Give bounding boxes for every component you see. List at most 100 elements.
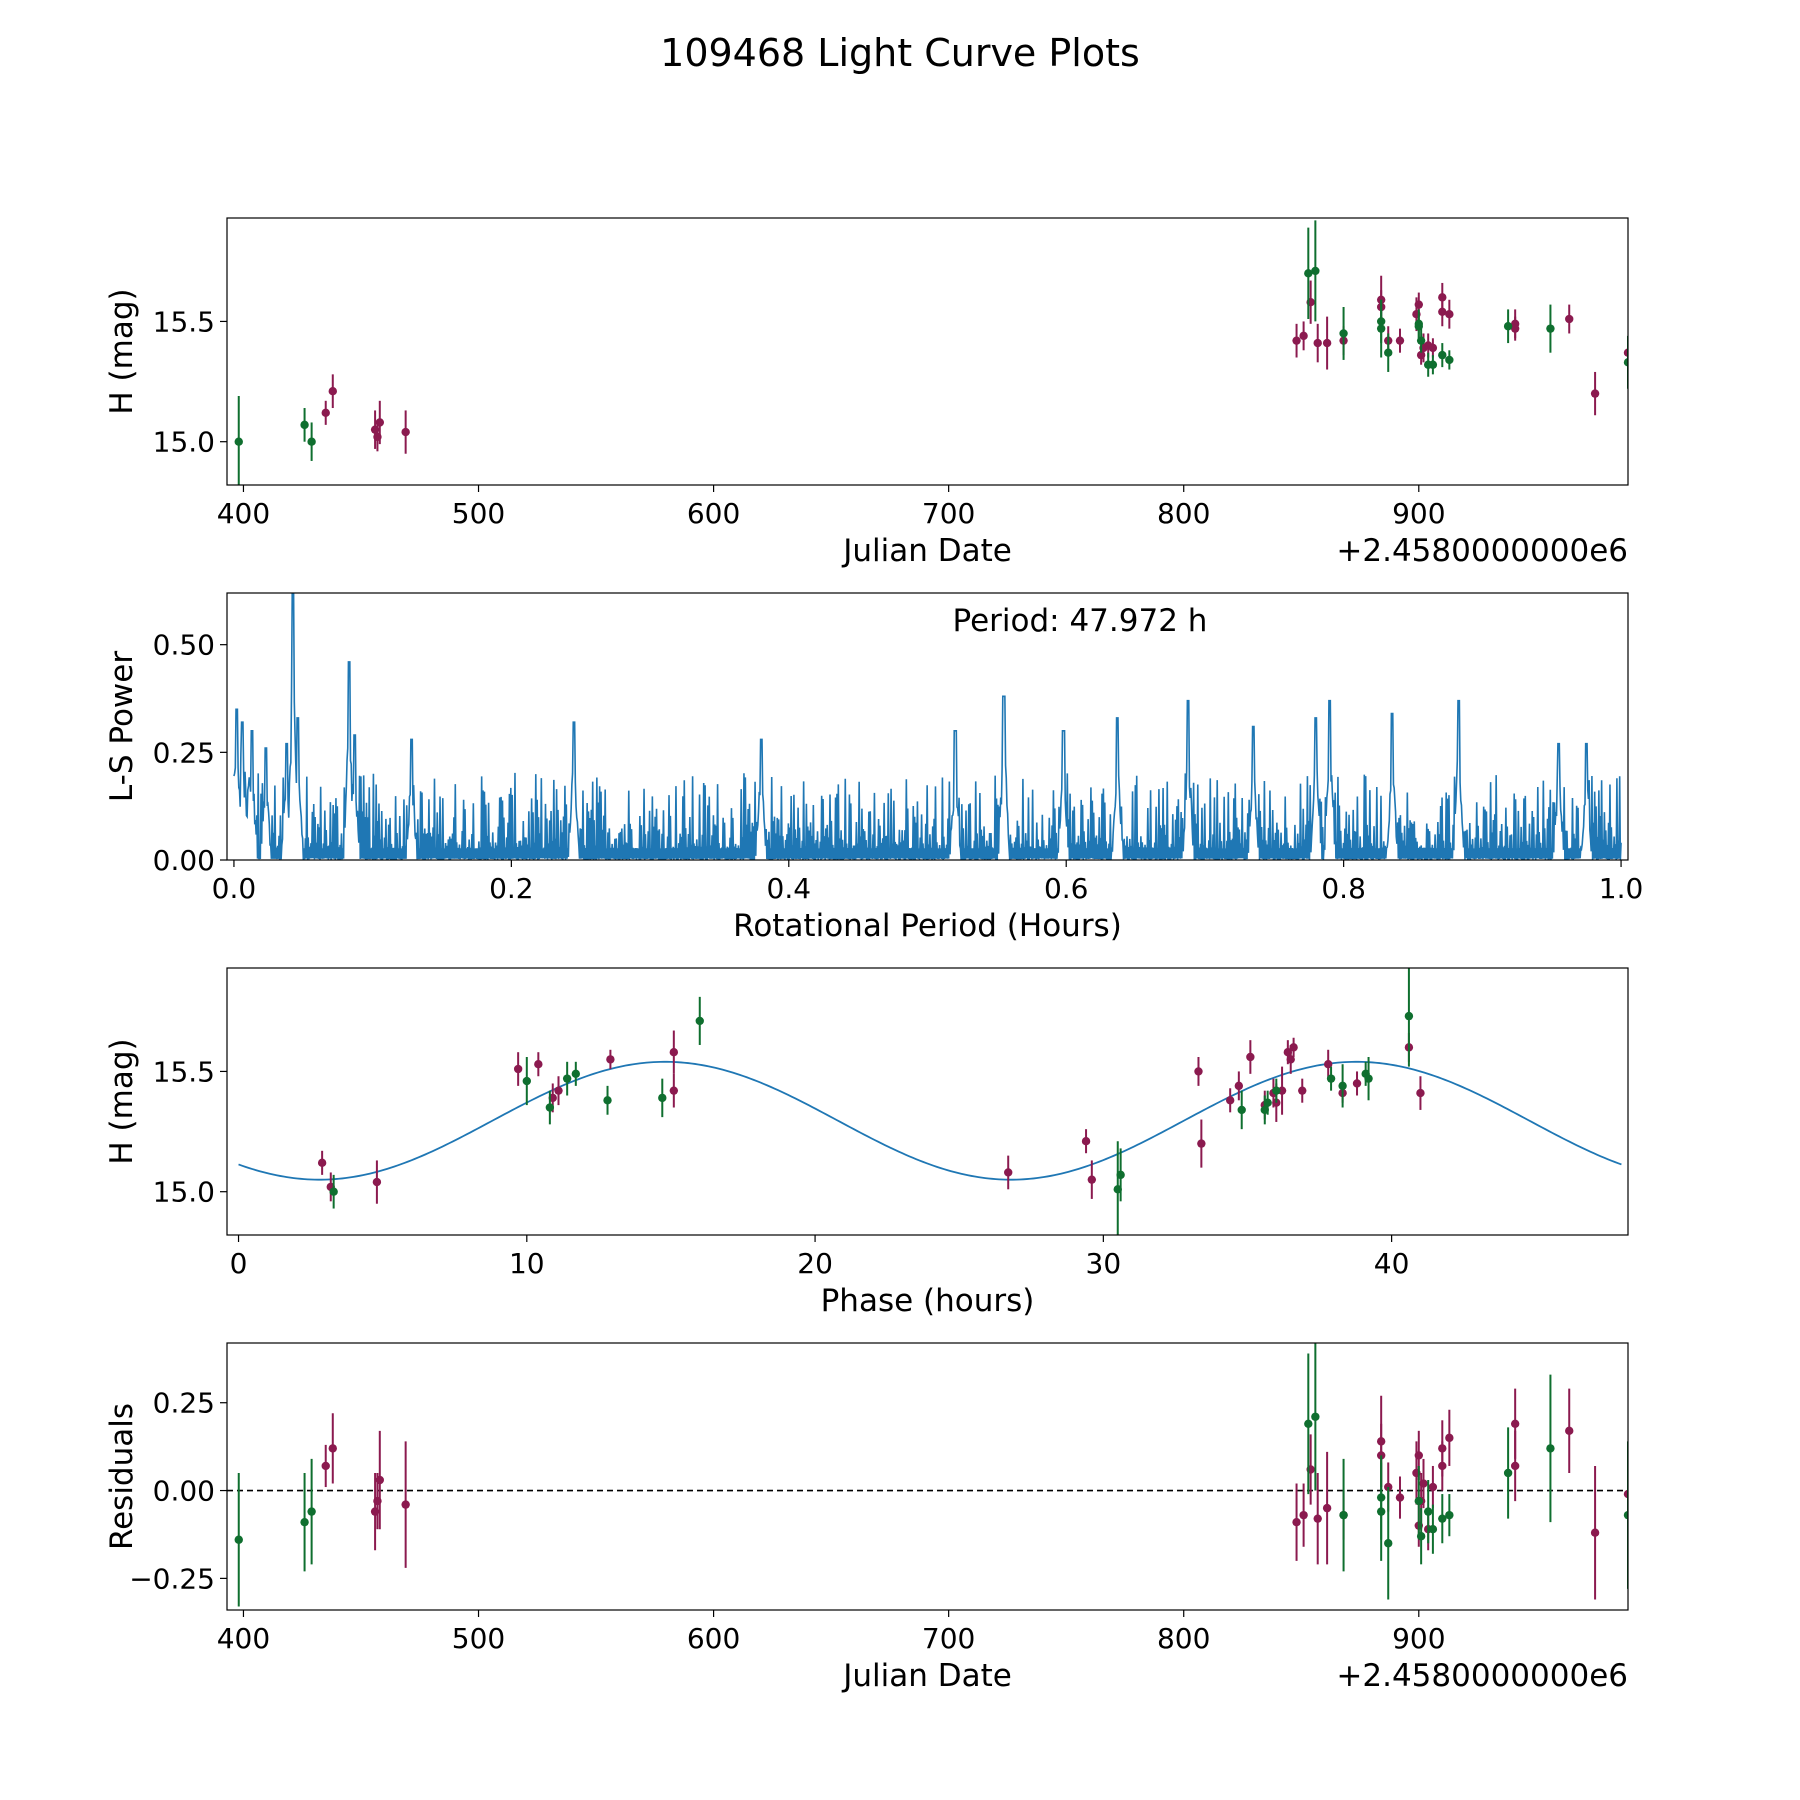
data-point <box>1194 1067 1203 1076</box>
y-tick-label: 15.5 <box>153 305 215 338</box>
data-point <box>1384 348 1393 357</box>
x-tick-label: 500 <box>452 497 505 530</box>
data-point <box>606 1055 615 1064</box>
residuals-series-series_b <box>234 1343 1628 1607</box>
x-tick-label: 1.0 <box>1599 872 1644 905</box>
x-tick-label: 0.6 <box>1044 872 1089 905</box>
data-point <box>1299 1510 1308 1520</box>
data-point <box>603 1096 612 1105</box>
data-point <box>1445 1433 1454 1443</box>
periodogram-panel: Period: 47.972 h 0.0 0.2 0.4 0.6 0.8 1.0 0.00 0.… <box>104 592 1644 944</box>
period-annotation: Period: 47.972 h <box>953 603 1208 639</box>
data-point <box>328 386 337 396</box>
data-point <box>1438 1461 1447 1471</box>
data-point <box>1376 1507 1386 1516</box>
data-point <box>1414 1496 1423 1506</box>
data-point <box>1326 1074 1336 1083</box>
data-point <box>1438 307 1447 317</box>
data-point <box>1395 1493 1405 1502</box>
data-point <box>571 1069 581 1079</box>
y-axis-label: H (mag) <box>104 1038 140 1164</box>
data-point <box>1234 1081 1244 1091</box>
data-point <box>307 437 316 446</box>
lightcurve-series-series_b <box>234 220 1628 485</box>
x-tick-label: 600 <box>687 1622 740 1655</box>
data-point <box>1546 324 1555 333</box>
y-tick-label: 15.5 <box>153 1055 215 1088</box>
data-point <box>1298 1086 1307 1095</box>
y-axis-label: Residuals <box>104 1403 140 1550</box>
data-point <box>1445 355 1454 365</box>
model-fit-curve <box>238 1060 1622 1181</box>
data-point <box>1237 1105 1246 1115</box>
x-tick-label: 0.4 <box>767 872 812 905</box>
data-point <box>554 1086 563 1095</box>
x-offset-label: +2.4580000000e6 <box>1336 1658 1628 1694</box>
data-point <box>1414 300 1423 309</box>
data-point <box>321 408 330 418</box>
data-point <box>695 1016 704 1026</box>
y-tick-label: 0.50 <box>153 629 215 662</box>
data-point <box>1416 1088 1425 1098</box>
data-point <box>1404 1011 1414 1021</box>
x-tick-label: 400 <box>217 497 270 530</box>
data-point <box>1438 350 1447 360</box>
phase-series-series_a <box>317 1030 1425 1204</box>
data-point <box>372 1177 382 1187</box>
data-point <box>1423 1507 1433 1516</box>
data-point <box>1289 1043 1298 1052</box>
y-tick-label: 0.00 <box>153 844 215 877</box>
data-point <box>1313 1514 1322 1523</box>
y-tick-label: 15.0 <box>153 1176 215 1209</box>
data-point <box>513 1064 523 1074</box>
y-tick-label: 0.25 <box>153 736 215 769</box>
data-point <box>1339 329 1348 338</box>
data-point <box>1292 336 1301 345</box>
data-point <box>1416 336 1426 345</box>
data-point <box>1311 1412 1320 1421</box>
data-point <box>545 1103 555 1112</box>
data-point <box>1313 338 1322 348</box>
x-tick-label: 40 <box>1374 1247 1410 1280</box>
data-point <box>1546 1444 1555 1453</box>
data-point <box>307 1507 316 1516</box>
data-point <box>522 1076 532 1086</box>
y-tick-label: 0.25 <box>153 1387 215 1420</box>
x-tick-label: 400 <box>217 1622 270 1655</box>
data-point <box>1623 358 1628 367</box>
data-point <box>1263 1098 1272 1107</box>
data-point <box>1322 338 1332 348</box>
data-point <box>375 418 384 427</box>
x-tick-label: 500 <box>452 1622 505 1655</box>
data-point <box>1116 1170 1125 1180</box>
data-point <box>1376 324 1386 333</box>
data-point <box>1277 1086 1287 1095</box>
data-point <box>300 1517 309 1527</box>
data-point <box>658 1093 667 1103</box>
data-point <box>1428 360 1438 369</box>
x-axis-label: Rotational Period (Hours) <box>733 908 1122 944</box>
data-point <box>1565 1426 1574 1436</box>
data-point <box>1004 1168 1013 1177</box>
data-point <box>1311 266 1320 276</box>
x-tick-label: 0.2 <box>489 872 534 905</box>
data-point <box>1272 1086 1281 1095</box>
residuals-series-series_a <box>321 1388 1628 1600</box>
data-point <box>1395 336 1405 345</box>
lightcurve-axes-frame <box>226 217 1629 486</box>
data-point <box>1565 314 1574 324</box>
data-point <box>321 1461 330 1471</box>
x-tick-label: 30 <box>1086 1247 1122 1280</box>
data-point <box>234 437 243 446</box>
periodogram-line <box>233 593 1622 860</box>
x-tick-label: 700 <box>922 497 975 530</box>
lightcurve-panel: 400 500 600 700 800 900 15.0 15.5 Julian Date H (… <box>104 217 1629 569</box>
x-tick-label: 0.0 <box>212 872 257 905</box>
phase-plot-area <box>238 968 1622 1235</box>
x-tick-label: 800 <box>1157 1622 1210 1655</box>
data-point <box>1384 1539 1393 1548</box>
data-point <box>1225 1096 1235 1105</box>
data-point <box>669 1047 679 1057</box>
data-point <box>401 427 410 437</box>
